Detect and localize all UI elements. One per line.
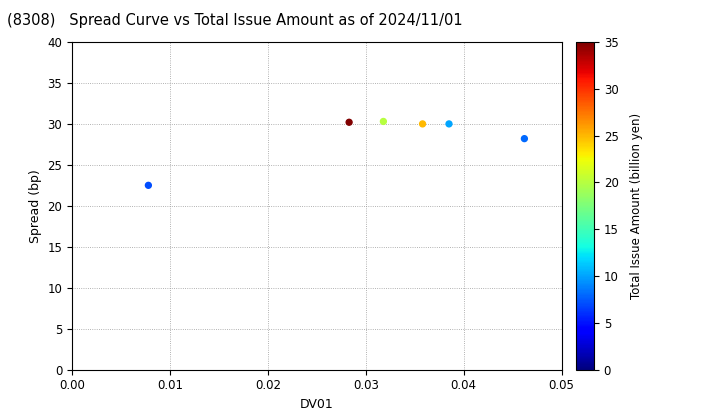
Y-axis label: Spread (bp): Spread (bp) [29, 169, 42, 243]
Y-axis label: Total Issue Amount (billion yen): Total Issue Amount (billion yen) [630, 113, 643, 299]
Point [377, 118, 389, 125]
X-axis label: DV01: DV01 [300, 398, 333, 411]
Point [417, 121, 428, 127]
Point [518, 135, 530, 142]
Point [143, 182, 154, 189]
Point [343, 119, 355, 126]
Point [444, 121, 455, 127]
Text: (8308)   Spread Curve vs Total Issue Amount as of 2024/11/01: (8308) Spread Curve vs Total Issue Amoun… [7, 13, 463, 28]
